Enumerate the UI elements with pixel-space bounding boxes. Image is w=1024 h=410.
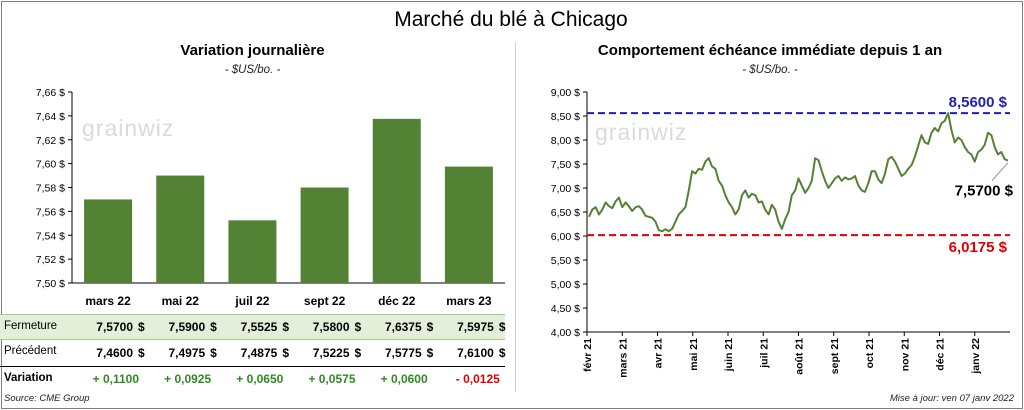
variation-value: + 0,1100: [92, 372, 139, 386]
bar: [228, 220, 277, 283]
y-tick-label: 7,50 $: [551, 159, 580, 171]
prev-value: 7,4875: [240, 346, 278, 360]
last-value-label: 7,5700 $: [955, 183, 1014, 200]
y-tick-label: 9,00 $: [551, 87, 580, 99]
currency-symbol: $: [210, 346, 217, 360]
left-subtitle: Variation journalière: [180, 42, 325, 59]
prev-label: Précédent: [4, 345, 57, 357]
y-tick-label: 7,64 $: [36, 111, 65, 123]
var-label: Variation: [4, 372, 53, 384]
currency-symbol: $: [138, 346, 145, 360]
y-tick-label: 7,50 $: [36, 278, 65, 290]
y-tick-label: 7,66 $: [36, 87, 65, 99]
currency-symbol: $: [282, 320, 290, 334]
left-unit: - $US/bo. -: [224, 64, 281, 76]
x-tick-label: oct 21: [864, 338, 876, 369]
x-tick-label: mars 21: [617, 338, 629, 378]
y-tick-label: 6,50 $: [551, 207, 580, 219]
last-value-leader: [991, 162, 1009, 181]
x-tick-label: déc 21: [935, 338, 947, 371]
y-tick-label: 6,00 $: [551, 231, 580, 243]
variation-value: - 0,0125: [455, 372, 500, 386]
y-tick-label: 5,00 $: [551, 279, 580, 291]
x-tick-label: sept 22: [304, 294, 346, 308]
bar: [372, 118, 421, 283]
prev-value: 7,5225: [312, 346, 350, 360]
bar: [300, 187, 349, 283]
variation-value: + 0,0600: [380, 372, 428, 386]
y-tick-label: 4,50 $: [551, 303, 580, 315]
prev-value: 7,6100: [457, 346, 494, 360]
x-tick-label: nov 21: [899, 338, 911, 371]
prev-value: 7,5775: [384, 346, 422, 360]
close-value: 7,5900: [168, 320, 206, 334]
x-tick-label: janv 22: [970, 338, 982, 375]
x-tick-label: sept 21: [829, 338, 841, 374]
max-label: 8,5600 $: [949, 94, 1008, 111]
currency-symbol: $: [498, 320, 506, 334]
y-tick-label: 7,52 $: [36, 254, 65, 266]
y-tick-label: 8,50 $: [551, 111, 580, 123]
y-tick-label: 4,00 $: [551, 327, 580, 339]
close-value: 7,6375: [384, 320, 422, 334]
table-row-close: Fermeture: [0, 314, 505, 340]
currency-symbol: $: [426, 320, 434, 334]
x-tick-label: mars 22: [85, 294, 131, 308]
main-title: Marché du blé à Chicago: [394, 8, 628, 31]
currency-symbol: $: [498, 346, 506, 360]
right-unit: - $US/bo. -: [742, 64, 798, 76]
currency-symbol: $: [354, 320, 362, 334]
x-tick-label: juin 21: [723, 338, 735, 372]
x-tick-label: avr 21: [653, 338, 665, 369]
close-value: 7,5525: [240, 320, 278, 334]
currency-symbol: $: [426, 346, 434, 360]
x-tick-label: août 21: [794, 338, 806, 375]
x-tick-label: mars 23: [446, 294, 492, 308]
x-tick-label: mai 22: [162, 294, 200, 308]
currency-symbol: $: [210, 320, 217, 334]
source-note: Source: CME Group: [4, 393, 90, 404]
x-tick-label: mai 21: [688, 338, 700, 371]
close-value: 7,5975: [457, 320, 494, 334]
y-tick-label: 7,00 $: [551, 183, 580, 195]
x-tick-label: févr 21: [582, 338, 594, 372]
line-chart: 4,00 $ 4,50 $ 5,00 $ 5,50 $ 6,00 $ 6,50 $ 7,00…: [551, 87, 1014, 378]
close-label: Fermeture: [4, 320, 58, 332]
y-tick-label: 7,56 $: [36, 206, 65, 218]
panel-divider: [515, 42, 516, 392]
y-tick-label: 5,50 $: [551, 255, 580, 267]
y-tick-label: 7,54 $: [36, 230, 65, 242]
currency-symbol: $: [354, 346, 362, 360]
prev-value: 7,4975: [168, 346, 206, 360]
y-tick-label: 8,00 $: [551, 135, 580, 147]
price-series-line: [588, 112, 1009, 233]
table-row-prev: Précédent: [0, 340, 505, 364]
y-tick-label: 7,62 $: [36, 135, 65, 147]
y-tick-label: 7,60 $: [36, 159, 65, 171]
min-label: 6,0175 $: [949, 239, 1008, 256]
update-note: Mise à jour: ven 07 janv 2022: [889, 393, 1014, 404]
bar: [156, 175, 205, 283]
close-value: 7,5800: [312, 320, 350, 334]
y-tick-label: 7,58 $: [36, 183, 65, 195]
watermark-text: grainwiz: [82, 115, 174, 141]
prev-value: 7,4600: [96, 346, 133, 360]
variation-value: + 0,0925: [164, 372, 212, 386]
x-tick-label: déc 22: [378, 294, 416, 308]
x-tick-label: juil 22: [234, 294, 269, 308]
bar: [84, 199, 133, 283]
watermark-text: grainwiz: [595, 119, 687, 145]
variation-value: + 0,0650: [236, 372, 284, 386]
currency-symbol: $: [138, 320, 145, 334]
variation-value: + 0,0575: [308, 372, 356, 386]
x-tick-label: juil 21: [758, 338, 770, 369]
close-value: 7,5700: [96, 320, 133, 334]
table-row-var: Variation: [0, 366, 505, 391]
bar-chart: 7,50 $ 7,52 $ 7,54 $ 7,56 $ 7,58 $ 7,60 $ 7,62…: [36, 87, 505, 308]
right-subtitle: Comportement échéance immédiate depuis 1…: [597, 42, 943, 59]
bar: [444, 166, 493, 283]
currency-symbol: $: [282, 346, 290, 360]
